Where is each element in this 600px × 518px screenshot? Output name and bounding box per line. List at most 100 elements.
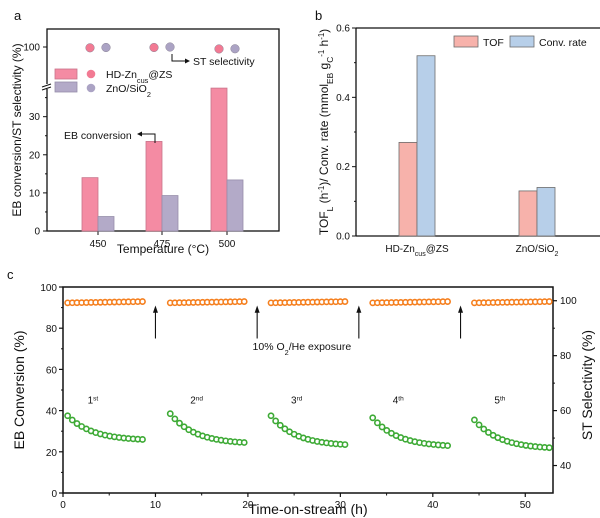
- annotation-st-selectivity: ST selectivity: [193, 56, 255, 68]
- arrowhead: [458, 305, 464, 313]
- y-tick-label-c: 60: [46, 365, 58, 376]
- x-axis-label-a: Temperature (°C): [117, 242, 209, 256]
- y-axis-label-b-part: h: [317, 40, 331, 50]
- axis-break-gap: [42, 84, 52, 89]
- y-axis-right-label-c: ST Selectivity (%): [579, 330, 595, 440]
- annotation-arrow-conversion: [140, 133, 156, 143]
- cycle-label-sup: nd: [196, 395, 204, 402]
- annotation-o2-exposure: 10% O2/He exposure: [253, 341, 352, 357]
- x-tick-label-c: 40: [427, 500, 439, 511]
- conversion-point-c: [475, 421, 483, 429]
- cycle-label-sup: rd: [297, 395, 303, 402]
- annotation-o2-exposure-part: /He exposure: [289, 341, 352, 353]
- panel-b: b 0.0 0.2 0.4 0.6 HD-Zncus@ZS ZnO/SiO2 TOF Conv.…: [315, 8, 600, 258]
- cycle-label: 3rd: [291, 395, 303, 407]
- legend-bar-swatch-hdzn: [54, 68, 78, 80]
- conversion-point-c: [471, 416, 478, 424]
- panel-label-a: a: [14, 8, 22, 23]
- legend-label-znosio2-sub: 2: [147, 90, 151, 99]
- annotation-o2-exposure-part: 10% O: [253, 341, 285, 353]
- bar-b-tof: [518, 190, 538, 237]
- selectivity-point-c: [545, 298, 553, 305]
- legend-label-hdzn-part: @ZS: [148, 69, 172, 81]
- axis-break-mark: [41, 86, 52, 91]
- conversion-point-c: [545, 444, 553, 452]
- selectivity-point-a: [214, 44, 224, 54]
- panel-label-b: b: [315, 8, 322, 23]
- conversion-point-c: [64, 412, 72, 420]
- arrowhead: [137, 131, 142, 137]
- x-tick-label-b: HD-Zncus@ZS: [385, 244, 449, 258]
- y-tick-label-a: 20: [29, 150, 41, 161]
- y-axis-label-b-sub: L: [325, 206, 335, 211]
- selectivity-point-a: [230, 44, 240, 54]
- x-tick-label-c: 20: [242, 500, 254, 511]
- y-axis-label-b-part: (h: [317, 193, 331, 207]
- conversion-point-c: [341, 441, 349, 448]
- bar-b-tof: [398, 141, 418, 237]
- cycle-label: 5th: [494, 395, 505, 407]
- annotation-o2-exposure-sub: 2: [285, 347, 289, 356]
- selectivity-point-a: [101, 42, 111, 53]
- cycle-label-part: 5: [494, 395, 500, 406]
- selectivity-point-c: [341, 298, 349, 305]
- x-tick-label-b-sub: cus: [415, 251, 426, 258]
- cycle-label: 1st: [88, 395, 99, 407]
- y-tick-label-a: 100: [23, 43, 40, 54]
- conversion-point-c: [276, 421, 284, 429]
- y-axis-label-b-sup: -1: [317, 33, 326, 40]
- y-tick-label-c: 100: [40, 283, 57, 294]
- y-axis-label-b-part: ): [317, 29, 331, 33]
- conversion-point-c: [373, 419, 381, 427]
- x-tick-label-a: 450: [90, 239, 107, 250]
- cycle-label-sup: st: [93, 395, 98, 402]
- conversion-point-c: [73, 420, 81, 427]
- conversion-point-c: [180, 423, 188, 431]
- x-tick-label-a: 500: [219, 239, 236, 250]
- x-tick-label-b-part: ZnO/SiO: [516, 244, 555, 255]
- conversion-point-c: [272, 417, 280, 425]
- y-tick-label-a: 30: [29, 112, 41, 123]
- selectivity-point-a: [85, 43, 95, 53]
- conversion-point-c: [444, 442, 452, 450]
- y-axis-label-b-part: g: [317, 63, 331, 73]
- conversion-point-c: [281, 425, 289, 433]
- y-axis-label-b-sub: EB: [325, 72, 335, 84]
- y-tick-label-b: 0.4: [336, 93, 350, 104]
- legend-label-tof: TOF: [483, 37, 504, 49]
- x-tick-label-c: 30: [335, 500, 347, 511]
- arrowhead: [185, 58, 190, 64]
- y-axis-label-b: TOFL (h-1)/ Conv. rate (mmolEB gC-1 h-1): [317, 29, 336, 235]
- legend-label-conv-rate: Conv. rate: [539, 37, 587, 49]
- conversion-point-c: [383, 427, 391, 434]
- cycle-label-part: 3: [291, 395, 297, 406]
- legend-label-hdzn-sub: cus: [137, 76, 149, 85]
- conversion-point-c: [171, 415, 179, 423]
- cycle-label-part: 2: [190, 395, 196, 406]
- arrowhead: [356, 305, 362, 313]
- legend-swatch-tof: [453, 35, 479, 48]
- selectivity-point-a: [149, 42, 159, 53]
- conversion-point-c: [176, 419, 183, 427]
- panel-label-c: c: [7, 267, 14, 282]
- bar-a-znosio2: [161, 195, 179, 232]
- annotation-arrow-selectivity: [171, 54, 186, 62]
- y-tick-label-b: 0.6: [336, 24, 350, 35]
- selectivity-point-a: [165, 42, 175, 52]
- bar-b-conv-rate: [416, 55, 436, 237]
- y-axis-label-a: EB conversion/ST selectivity (%): [10, 43, 24, 216]
- y-tick-label-b: 0.2: [336, 162, 350, 173]
- y-right-tick-label-c: 80: [560, 351, 572, 362]
- x-tick-label-b: ZnO/SiO2: [516, 244, 559, 258]
- axis-break-mark: [41, 83, 52, 88]
- cycle-label-sup: th: [500, 395, 506, 402]
- legend-label-znosio2-part: ZnO/SiO: [106, 83, 147, 95]
- cycle-label-part: 4: [393, 395, 399, 406]
- y-tick-label-c: 40: [46, 407, 58, 418]
- selectivity-point-c: [139, 298, 146, 305]
- legend-bar-swatch-znosio2: [54, 81, 78, 93]
- y-axis-label-b-part: )/ Conv. rate (mmol: [317, 84, 331, 186]
- conversion-point-c: [485, 429, 492, 436]
- legend-dot-hdzn: [86, 69, 96, 79]
